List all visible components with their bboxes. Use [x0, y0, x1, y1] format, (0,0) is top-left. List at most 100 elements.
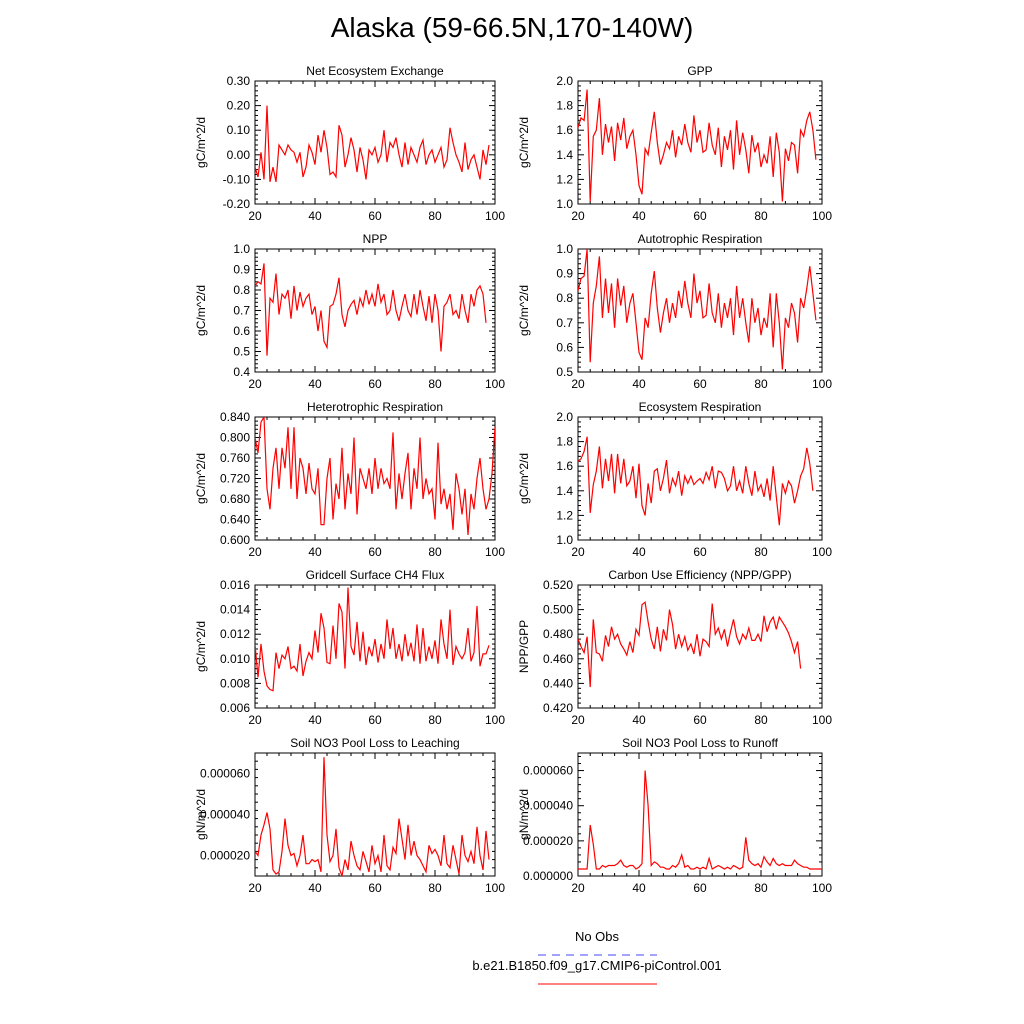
y-tick-label: 0.460: [543, 652, 573, 666]
y-axis-label: gC/m^2/d: [517, 453, 531, 504]
y-tick-label: 0.480: [543, 627, 573, 641]
x-tick-label: 60: [693, 377, 707, 391]
x-tick-label: 100: [485, 713, 505, 727]
series-line: [578, 89, 817, 202]
panel-title: Net Ecosystem Exchange: [306, 64, 444, 78]
y-tick-label: 0.014: [220, 603, 250, 617]
y-tick-label: 0.840: [220, 410, 250, 424]
y-tick-label: 0.520: [543, 578, 573, 592]
x-tick-label: 100: [812, 545, 832, 559]
series-line: [578, 601, 802, 688]
y-tick-label: 0.00: [227, 148, 251, 162]
panel-6: Ecosystem Respiration gC/m^2/d 20 40 60 80 100…: [517, 400, 832, 559]
series-line: [578, 249, 817, 370]
panel-title: Soil NO3 Pool Loss to Runoff: [622, 736, 779, 750]
legend-label: b.e21.B1850.f09_g17.CMIP6-piControl.001: [472, 958, 721, 973]
panel-title: Soil NO3 Pool Loss to Leaching: [290, 736, 459, 750]
panel-2: GPP gC/m^2/d 20 40 60 80 100 1.0 1.2 1.4 1.6 1.8 2.0: [517, 64, 832, 223]
y-tick-label: 0.9: [233, 263, 250, 277]
x-tick-label: 60: [693, 209, 707, 223]
y-tick-label: -0.10: [223, 172, 251, 186]
plot-frame: [254, 248, 496, 373]
y-tick-label: 1.0: [556, 242, 573, 256]
x-tick-label: 100: [812, 713, 832, 727]
plot-frame: [577, 584, 823, 709]
x-tick-label: 80: [428, 713, 442, 727]
y-tick-label: 0.30: [227, 74, 251, 88]
y-tick-label: 0.800: [220, 431, 250, 445]
x-tick-label: 100: [485, 377, 505, 391]
y-tick-label: -0.20: [223, 197, 251, 211]
x-tick-label: 60: [368, 377, 382, 391]
plot-frame: [254, 584, 496, 709]
x-tick-label: 80: [754, 881, 768, 895]
panel-title: Ecosystem Respiration: [639, 400, 762, 414]
x-tick-label: 40: [308, 545, 322, 559]
y-tick-label: 0.000060: [523, 764, 573, 778]
y-axis-label: gN/m^2/d: [194, 789, 208, 840]
panel-7: Gridcell Surface CH4 Flux gC/m^2/d 20 40 60 8…: [194, 568, 505, 727]
y-axis-label: gC/m^2/d: [194, 453, 208, 504]
panel-title: NPP: [363, 232, 388, 246]
x-tick-label: 20: [571, 545, 585, 559]
x-tick-label: 80: [428, 209, 442, 223]
y-tick-label: 0.20: [227, 99, 251, 113]
y-axis-label: NPP/GPP: [517, 620, 531, 673]
panel-9: Soil NO3 Pool Loss to Leaching gN/m^2/d 20…: [194, 736, 505, 895]
y-tick-label: 0.012: [220, 627, 250, 641]
y-tick-label: 0.000060: [200, 767, 250, 781]
y-axis-label: gC/m^2/d: [517, 285, 531, 336]
x-tick-label: 20: [571, 881, 585, 895]
x-tick-label: 20: [248, 377, 262, 391]
panel-title: Carbon Use Efficiency (NPP/GPP): [608, 568, 791, 582]
x-tick-label: 80: [754, 209, 768, 223]
plot-frame: [254, 752, 496, 877]
x-tick-label: 60: [693, 545, 707, 559]
x-tick-label: 40: [632, 377, 646, 391]
y-axis-label: gN/m^2/d: [517, 789, 531, 840]
y-tick-label: 0.760: [220, 451, 250, 465]
x-tick-label: 40: [308, 209, 322, 223]
y-tick-label: 0.600: [220, 533, 250, 547]
panel-4: Autotrophic Respiration gC/m^2/d 20 40 60 80 1…: [517, 232, 832, 391]
x-tick-label: 60: [368, 545, 382, 559]
panel-title: Heterotrophic Respiration: [307, 400, 443, 414]
y-tick-label: 0.440: [543, 676, 573, 690]
x-tick-label: 100: [485, 881, 505, 895]
y-tick-label: 1.8: [556, 435, 573, 449]
y-tick-label: 2.0: [556, 74, 573, 88]
x-tick-label: 60: [368, 881, 382, 895]
y-tick-label: 0.010: [220, 652, 250, 666]
x-tick-label: 20: [248, 713, 262, 727]
y-tick-label: 1.6: [556, 123, 573, 137]
panel-1: Net Ecosystem Exchange gC/m^2/d 20 40 60 80 10…: [194, 64, 505, 223]
x-tick-label: 20: [248, 881, 262, 895]
figure-title: Alaska (59-66.5N,170-140W): [330, 12, 694, 43]
series-line: [578, 770, 822, 870]
plot-frame: [254, 80, 496, 205]
x-tick-label: 60: [368, 713, 382, 727]
x-tick-label: 40: [632, 881, 646, 895]
y-axis-label: gC/m^2/d: [517, 117, 531, 168]
y-tick-label: 0.7: [233, 304, 250, 318]
x-tick-label: 40: [308, 881, 322, 895]
y-tick-label: 1.6: [556, 459, 573, 473]
y-tick-label: 0.006: [220, 701, 250, 715]
y-tick-label: 0.8: [233, 283, 250, 297]
panel-title: GPP: [687, 64, 712, 78]
y-tick-label: 1.4: [556, 484, 573, 498]
legend-label: No Obs: [575, 929, 620, 944]
series-line: [578, 436, 814, 526]
y-tick-label: 0.9: [556, 267, 573, 281]
x-tick-label: 100: [812, 377, 832, 391]
y-tick-label: 1.0: [556, 197, 573, 211]
y-tick-label: 0.6: [233, 324, 250, 338]
x-tick-label: 60: [693, 881, 707, 895]
x-tick-label: 40: [632, 713, 646, 727]
y-tick-label: 0.500: [543, 603, 573, 617]
y-tick-label: 0.6: [556, 340, 573, 354]
series-line: [255, 417, 495, 535]
series-line: [255, 105, 490, 183]
y-tick-label: 1.0: [233, 242, 250, 256]
